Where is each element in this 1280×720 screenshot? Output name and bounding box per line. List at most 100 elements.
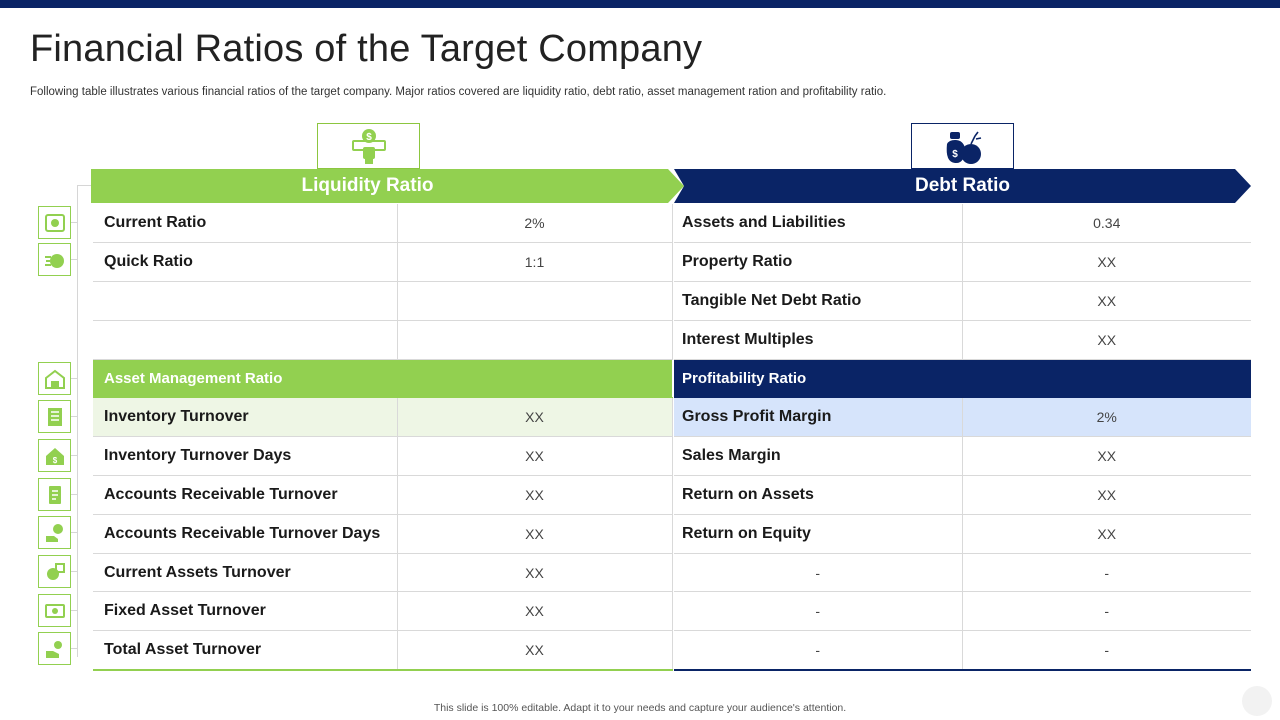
ratio-label: - [674,591,962,632]
ratio-label: - [674,630,962,671]
ratio-label: Gross Profit Margin [674,397,962,438]
svg-text:$: $ [52,456,57,465]
ratio-value: XX [961,475,1251,515]
rail-tick [71,455,78,456]
asset-management-header: Asset Management Ratio [93,359,672,399]
rail-tick [71,494,78,495]
table-row: Quick Ratio 1:1 [93,242,673,283]
section-header-row: Asset Management Ratio [93,359,672,399]
ratio-value: - [961,553,1251,593]
rail-icon-quick-ratio [38,243,71,276]
table-row [93,320,673,360]
table-row: Current Ratio 2% [93,204,673,244]
ratio-label: Quick Ratio [93,242,397,283]
ratio-value: XX [961,320,1251,360]
ratio-value: XX [396,475,673,515]
ratio-label: Interest Multiples [674,320,962,360]
ratio-value: - [961,630,1251,671]
table-row: Sales Margin XX [674,436,1251,477]
ratio-value: XX [961,281,1251,321]
ratio-label: Total Asset Turnover [93,630,397,671]
table-row: Inventory Turnover Days XX [93,436,673,477]
ratio-value: XX [396,514,673,554]
rail-icon-receivable-turnover [38,478,71,511]
table-row: Inventory Turnover XX [93,397,673,438]
page-title: Financial Ratios of the Target Company [30,28,703,70]
ratio-label: Assets and Liabilities [674,204,962,244]
table-row: Interest Multiples XX [674,320,1251,360]
liquidity-ratio-title: Liquidity Ratio [301,175,434,196]
ratio-label: Accounts Receivable Turnover [93,475,397,515]
rail-icon-current-assets [38,555,71,588]
rail-line [77,185,78,657]
table-row: Tangible Net Debt Ratio XX [674,281,1251,321]
rail-icon-inventory-turnover [38,400,71,433]
table-row: Return on Assets XX [674,475,1251,515]
ratio-value: 2% [961,397,1251,438]
rail-tick [71,532,78,533]
right-ratio-table: Assets and Liabilities 0.34 Property Rat… [674,204,1251,671]
rail-icon-fixed-asset [38,594,71,627]
rail-icon-current-ratio [38,206,71,239]
debt-ratio-header: Debt Ratio [674,169,1251,203]
table-row: Accounts Receivable Turnover XX [93,475,673,515]
ratio-label: Return on Assets [674,475,962,515]
table-row: - - [674,591,1251,632]
safe-icon [44,213,65,232]
warehouse-icon [44,369,65,389]
corner-decoration [1242,686,1272,716]
liquidity-icon-box: $ [317,123,420,169]
rail-tick [71,610,78,611]
rail-tick [71,222,78,223]
ratio-label: Return on Equity [674,514,962,554]
ratio-value: XX [396,397,673,438]
debt-ratio-title: Debt Ratio [915,175,1010,196]
section-header-row: Profitability Ratio [674,359,1251,399]
receipt-icon [48,485,61,504]
rail-icon-total-asset [38,632,71,665]
ratio-label: Inventory Turnover Days [93,436,397,477]
ratio-label [93,320,397,360]
rail-tick [71,571,78,572]
table-row: Current Assets Turnover XX [93,553,673,593]
ratio-value: 2% [396,204,673,244]
top-accent-bar [0,0,1280,8]
house-money-icon: $ [45,447,64,465]
rail-tick [71,416,78,417]
table-row: Assets and Liabilities 0.34 [674,204,1251,244]
table-row: Total Asset Turnover XX [93,630,673,671]
svg-text:$: $ [366,132,372,143]
ratio-label: Accounts Receivable Turnover Days [93,514,397,554]
ratio-value: 0.34 [961,204,1251,244]
left-ratio-table: Current Ratio 2% Quick Ratio 1:1 Asset M… [93,204,673,671]
rail-tick [71,259,78,260]
table-row [93,281,673,321]
money-hand-icon: $ [351,129,386,164]
ratio-value: XX [961,514,1251,554]
ratio-label: Current Assets Turnover [93,553,397,593]
table-row: Gross Profit Margin 2% [674,397,1251,438]
table-row: Return on Equity XX [674,514,1251,554]
table-row: - - [674,553,1251,593]
building-icon [47,407,62,426]
money-hand-icon [45,523,63,542]
liquidity-ratio-header: Liquidity Ratio [91,169,684,203]
ratio-value [396,320,673,360]
coin-hand-icon [46,562,65,580]
ratio-label: Sales Margin [674,436,962,477]
rail-icon-asset-management [38,362,71,395]
svg-text:$: $ [952,149,958,160]
rail-tick [71,648,78,649]
ratio-label: Inventory Turnover [93,397,397,438]
table-row: Accounts Receivable Turnover Days XX [93,514,673,554]
ratio-value: XX [396,553,673,593]
table-row: Property Ratio XX [674,242,1251,283]
fast-money-icon [44,253,64,268]
money-bag-icon: $ [946,131,981,164]
rail-tick [71,378,78,379]
rail-icon-inventory-days: $ [38,439,71,472]
cash-stack-icon [44,603,65,618]
debt-icon-box: $ [911,123,1014,169]
hand-coin-icon [45,640,62,658]
rail-icon-receivable-days [38,516,71,549]
